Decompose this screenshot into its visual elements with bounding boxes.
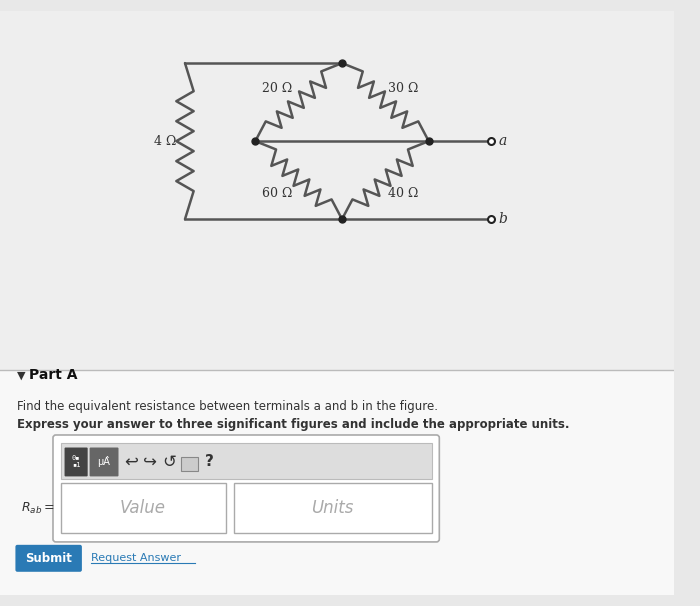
Bar [61, 483, 226, 533]
Text: 20 Ω: 20 Ω [262, 82, 293, 95]
Text: ▼: ▼ [18, 370, 26, 380]
Bar [0, 11, 674, 370]
Text: a: a [498, 134, 506, 148]
Text: 40 Ω: 40 Ω [388, 187, 418, 201]
Text: $R_{ab}=$: $R_{ab}=$ [21, 501, 55, 516]
Bar [0, 370, 674, 595]
Text: 0▪
▪1: 0▪ ▪1 [72, 456, 80, 468]
Bar [234, 483, 432, 533]
FancyBboxPatch shape [90, 447, 118, 476]
Text: Find the equivalent resistance between terminals a and b in the figure.: Find the equivalent resistance between t… [18, 399, 438, 413]
Text: ↺: ↺ [162, 453, 176, 471]
Text: Request Answer: Request Answer [90, 553, 181, 564]
Text: 60 Ω: 60 Ω [262, 187, 293, 201]
Bar [181, 457, 199, 471]
FancyBboxPatch shape [15, 545, 82, 572]
Text: Value: Value [120, 499, 166, 517]
Text: ?: ? [204, 454, 214, 470]
Text: Part A: Part A [29, 368, 78, 382]
Text: μÂ: μÂ [97, 456, 111, 467]
Bar [61, 443, 432, 479]
Text: Units: Units [312, 499, 354, 517]
Text: 4 Ω: 4 Ω [154, 135, 176, 148]
FancyBboxPatch shape [53, 435, 440, 542]
Text: ↩: ↩ [124, 453, 138, 471]
Text: Submit: Submit [25, 552, 72, 565]
Text: ↪: ↪ [144, 453, 158, 471]
Text: 30 Ω: 30 Ω [388, 82, 418, 95]
FancyBboxPatch shape [64, 447, 88, 476]
Text: b: b [498, 212, 507, 226]
Text: Express your answer to three significant figures and include the appropriate uni: Express your answer to three significant… [18, 418, 570, 431]
